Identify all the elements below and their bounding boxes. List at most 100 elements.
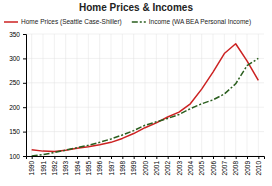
x-tick-label: 2010 — [255, 161, 262, 176]
grid-line-x — [258, 34, 259, 156]
x-tick: 2003 — [176, 156, 183, 175]
x-tick-mark — [247, 156, 248, 159]
y-tick-label: 200 — [9, 104, 20, 111]
x-tick-mark — [100, 156, 101, 159]
x-tick-mark — [156, 156, 157, 159]
legend-item: Home Prices (Seattle Case-Shiller) — [4, 18, 122, 26]
y-tick-mark — [23, 58, 26, 59]
x-tick: 2002 — [164, 156, 171, 175]
x-tick-label: 1999 — [130, 161, 137, 176]
x-tick: 1991 — [40, 156, 47, 175]
x-tick-label: 2003 — [176, 161, 183, 176]
legend-label: Income (WA BEA Personal Income) — [149, 18, 251, 26]
x-tick-mark — [236, 156, 237, 159]
x-tick-label: 1997 — [108, 161, 115, 176]
grid-line-x — [31, 34, 32, 156]
x-tick: 1993 — [62, 156, 69, 175]
y-tick: 200 — [9, 104, 26, 111]
x-tick-label: 1993 — [62, 161, 69, 176]
x-tick-label: 1995 — [85, 161, 92, 176]
x-axis-line — [27, 157, 265, 160]
x-tick: 2001 — [153, 156, 160, 175]
grid-line-x — [43, 34, 44, 156]
series-line — [32, 44, 259, 152]
x-tick: 2009 — [244, 156, 251, 175]
y-tick-label: 100 — [9, 153, 20, 160]
grid-line-x — [54, 34, 55, 156]
x-tick-mark — [32, 156, 33, 159]
x-tick-mark — [224, 156, 225, 159]
x-tick-mark — [88, 156, 89, 159]
x-tick: 1996 — [96, 156, 103, 175]
y-tick-label: 250 — [9, 79, 20, 86]
x-tick-label: 2008 — [232, 161, 239, 176]
y-tick: 100 — [9, 153, 26, 160]
y-tick-mark — [23, 34, 26, 35]
grid-line-x — [167, 34, 168, 156]
x-tick-mark — [179, 156, 180, 159]
grid-line-x — [99, 34, 100, 156]
x-tick-mark — [77, 156, 78, 159]
grid — [26, 34, 264, 156]
x-tick-mark — [213, 156, 214, 159]
x-tick-label: 2001 — [153, 161, 160, 176]
x-tick-mark — [190, 156, 191, 159]
x-tick-mark — [43, 156, 44, 159]
y-tick-label: 150 — [9, 128, 20, 135]
x-tick: 2010 — [255, 156, 262, 175]
x-tick: 2005 — [198, 156, 205, 175]
x-tick-label: 2005 — [198, 161, 205, 176]
grid-line-x — [156, 34, 157, 156]
grid-line-x — [65, 34, 66, 156]
series-group — [32, 44, 259, 156]
x-tick: 2008 — [232, 156, 239, 175]
y-tick-label: 300 — [9, 55, 20, 62]
x-tick: 1990 — [28, 156, 35, 175]
x-axis: 1990 1991 1992 1993 1994 1995 1996 1997 1998 1999… — [27, 156, 265, 175]
x-tick: 2000 — [142, 156, 149, 175]
y-tick: 250 — [9, 79, 26, 86]
legend-label: Home Prices (Seattle Case-Shiller) — [21, 18, 122, 26]
x-tick-mark — [54, 156, 55, 159]
y-tick: 300 — [9, 55, 26, 62]
y-tick-mark — [23, 83, 26, 84]
x-tick-label: 1991 — [40, 161, 47, 176]
grid-line-x — [247, 34, 248, 156]
legend: Home Prices (Seattle Case-Shiller) Income… — [4, 18, 251, 26]
x-tick: 1995 — [85, 156, 92, 175]
x-tick: 1992 — [51, 156, 58, 175]
grid-line-x — [111, 34, 112, 156]
x-tick-label: 1996 — [96, 161, 103, 176]
x-tick: 2006 — [210, 156, 217, 175]
y-axis-line — [23, 35, 27, 157]
x-tick: 2007 — [221, 156, 228, 175]
x-tick: 1999 — [130, 156, 137, 175]
grid-line-x — [77, 34, 78, 156]
x-tick: 1994 — [74, 156, 81, 175]
x-tick-label: 2006 — [210, 161, 217, 176]
x-tick-label: 1998 — [119, 161, 126, 176]
x-tick-label: 2009 — [244, 161, 251, 176]
x-tick-mark — [122, 156, 123, 159]
x-tick-mark — [168, 156, 169, 159]
y-tick: 350 — [9, 31, 26, 38]
y-tick-mark — [23, 132, 26, 133]
y-axis: 100 150 200 250 300 350 — [9, 31, 26, 160]
grid-line-x — [213, 34, 214, 156]
chart-title: Home Prices & Incomes — [79, 2, 193, 13]
x-tick-label: 2000 — [142, 161, 149, 176]
x-tick-mark — [258, 156, 259, 159]
x-tick: 1998 — [119, 156, 126, 175]
legend-swatch — [132, 21, 146, 23]
grid-line-x — [133, 34, 134, 156]
grid-line-x — [145, 34, 146, 156]
x-tick: 1997 — [108, 156, 115, 175]
legend-item: Income (WA BEA Personal Income) — [132, 18, 251, 26]
x-tick-label: 1994 — [74, 161, 81, 176]
x-tick-mark — [145, 156, 146, 159]
series-line — [32, 58, 259, 156]
y-tick-mark — [23, 156, 26, 157]
grid-line-x — [201, 34, 202, 156]
x-tick-label: 1992 — [51, 161, 58, 176]
chart-container: Home Prices & Incomes Home Prices (Seattl… — [0, 0, 272, 186]
